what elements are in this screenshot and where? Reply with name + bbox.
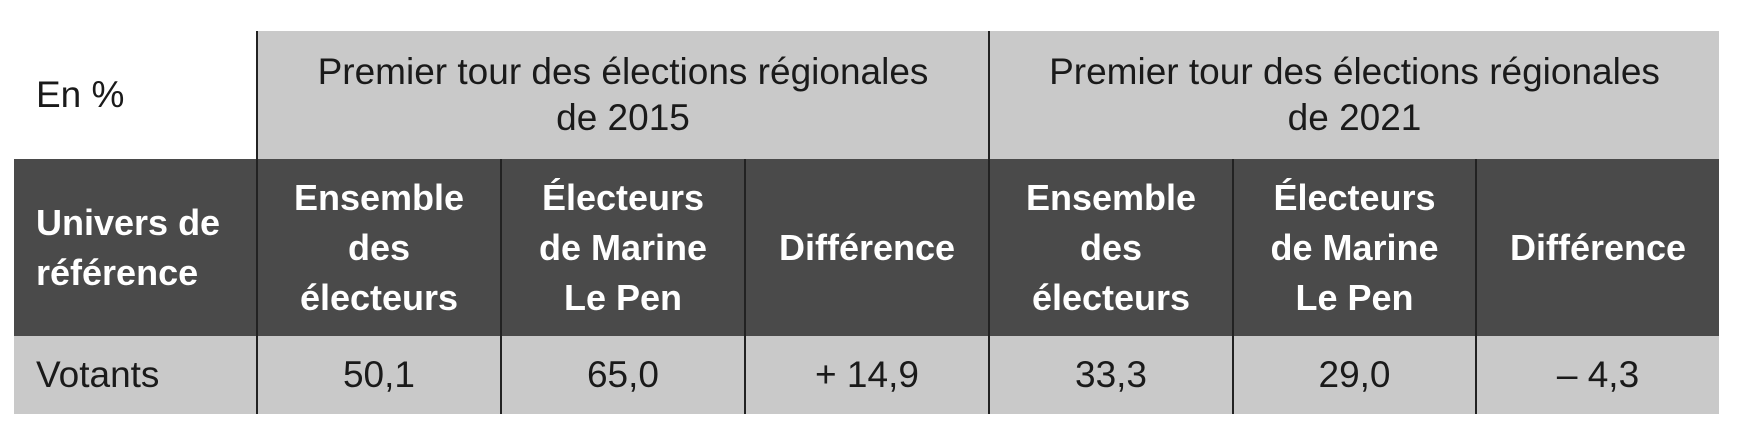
- results-table: En % Premier tour des élections régional…: [14, 31, 1720, 414]
- column-header-text: Différence: [1509, 226, 1687, 268]
- cell: 50,1: [256, 336, 501, 414]
- row-label: Votants: [14, 336, 257, 414]
- group-text: Premier tour des élections régionales de…: [317, 51, 929, 138]
- column-header: Différence: [743, 159, 990, 336]
- column-header-row: Univers de référence Ensemble des électeu…: [14, 159, 1720, 336]
- column-header: Électeurs de Marine Le Pen: [1232, 159, 1477, 336]
- column-header-text: Électeurs de Marine Le Pen: [538, 176, 708, 318]
- cell: 33,3: [988, 336, 1234, 414]
- cell: – 4,3: [1475, 336, 1720, 414]
- column-header-text: Ensemble des électeurs: [293, 176, 465, 318]
- column-header: Ensemble des électeurs: [256, 159, 501, 336]
- group-header: Premier tour des élections régionales de…: [255, 31, 990, 159]
- corner-cell: En %: [14, 31, 257, 159]
- column-header: Différence: [1475, 159, 1720, 336]
- group-header: Premier tour des élections régionales de…: [988, 31, 1720, 159]
- column-header: Univers de référence: [14, 159, 257, 336]
- column-header: Électeurs de Marine Le Pen: [500, 159, 745, 336]
- data-row: Votants 50,1 65,0 + 14,9 33,3 29,0– 4,3: [14, 336, 1720, 414]
- column-header-text: Différence: [778, 226, 956, 268]
- group-header-row: En % Premier tour des élections régional…: [14, 31, 1720, 159]
- column-header-text: Électeurs de Marine Le Pen: [1270, 176, 1439, 318]
- cell: 29,0: [1232, 336, 1477, 414]
- column-header-text: Ensemble des électeurs: [1025, 176, 1197, 318]
- cell: 65,0: [500, 336, 745, 414]
- column-header: Ensemble des électeurs: [988, 159, 1234, 336]
- cell: + 14,9: [743, 336, 990, 414]
- column-header-text: Univers de référence: [36, 201, 221, 293]
- group-text: Premier tour des élections régionales de…: [1049, 51, 1660, 138]
